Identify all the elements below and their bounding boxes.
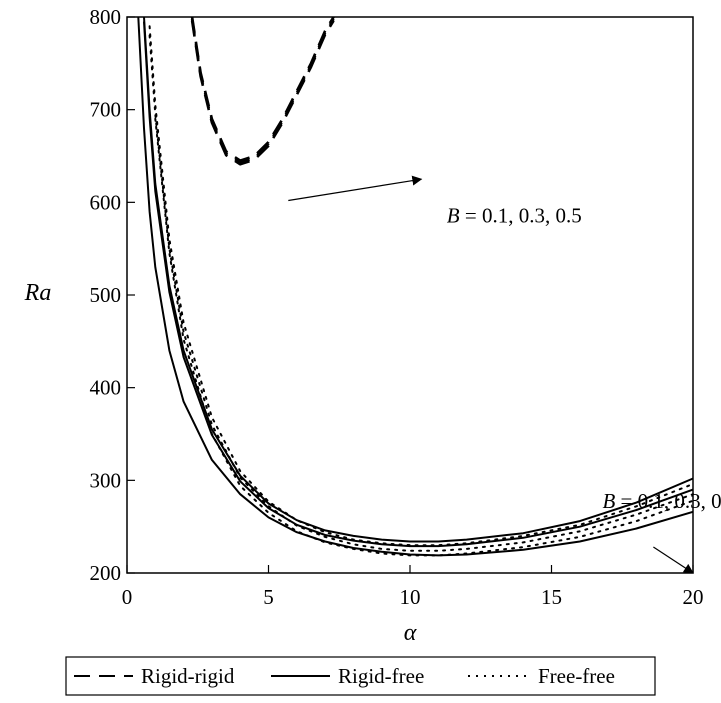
series-line-dotted-7: [148, 34, 694, 552]
annotation-label-0: B = 0.1, 0.3, 0.5: [447, 204, 582, 228]
x-tick-label: 0: [122, 585, 133, 609]
y-tick-label: 400: [90, 376, 122, 400]
y-tick-label: 500: [90, 283, 122, 307]
legend-label-free-free: Free-free: [538, 664, 615, 688]
legend: Rigid-rigid Rigid-free Free-free: [65, 656, 656, 696]
y-tick-label: 600: [90, 190, 122, 214]
annotation-arrow-1: [653, 546, 694, 574]
y-tick-label: 200: [90, 561, 122, 585]
x-tick-label: 20: [683, 585, 704, 609]
annotation-var: B: [447, 204, 460, 228]
series-line-solid-4: [143, 21, 694, 548]
series-line-dotted-6: [148, 25, 694, 547]
y-tick-label: 800: [90, 5, 122, 29]
series-line-solid-3: [143, 16, 694, 543]
y-tick-label: 700: [90, 98, 122, 122]
annotation-layer: B = 0.1, 0.3, 0.5B = 0.1, 0.3, 0.5: [288, 175, 721, 574]
x-tick-label: 10: [400, 585, 421, 609]
series-layer: [137, 16, 694, 557]
x-tick-label: 15: [541, 585, 562, 609]
series-line-dotted-8: [154, 117, 694, 557]
series-line-solid-5: [137, 16, 694, 557]
legend-label-rigid-rigid: Rigid-rigid: [141, 664, 235, 688]
series-line-dashed-2: [190, 20, 335, 166]
annotation-label-1: B = 0.1, 0.3, 0.5: [602, 489, 721, 513]
ticks-layer: 0 5 10 15 20 200 300 400 500 600 700 800: [90, 5, 704, 609]
series-line-dashed-0: [190, 16, 335, 162]
annotation-arrow-0: [288, 175, 423, 202]
annotation-values: = 0.1, 0.3, 0.5: [615, 489, 721, 513]
y-tick-label: 300: [90, 468, 122, 492]
legend-box: [65, 656, 656, 696]
series-line-dashed-1: [190, 18, 335, 164]
x-axis-title: α: [404, 620, 417, 646]
y-axis-title: Ra: [24, 280, 52, 306]
x-tick-label: 5: [263, 585, 274, 609]
legend-label-rigid-free: Rigid-free: [338, 664, 424, 688]
annotation-values: = 0.1, 0.3, 0.5: [460, 204, 582, 228]
annotation-var: B: [602, 489, 615, 513]
